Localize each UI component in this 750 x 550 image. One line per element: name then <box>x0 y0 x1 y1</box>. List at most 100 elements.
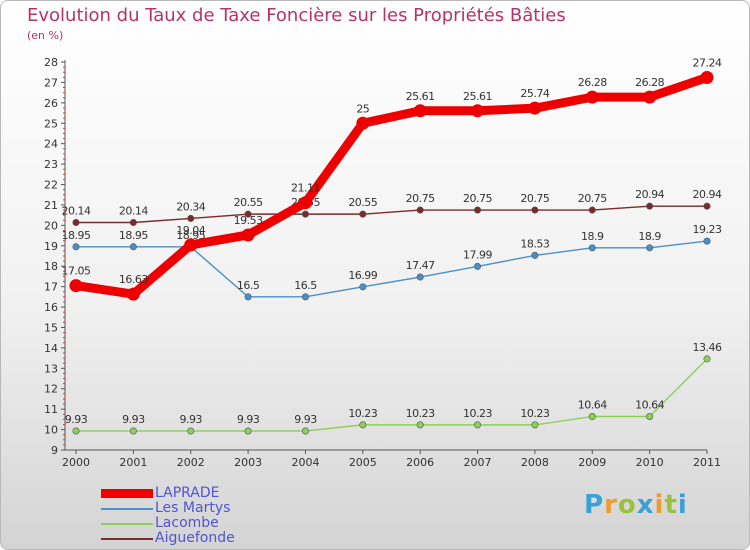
y-tick-label: 25 <box>44 117 58 130</box>
data-point-laprade <box>184 238 198 252</box>
y-tick-label: 22 <box>44 179 58 192</box>
legend-label-les-martys: Les Martys <box>155 500 231 516</box>
data-label-les-martys: 17.99 <box>463 248 492 261</box>
y-tick-label: 17 <box>44 281 58 294</box>
series-line-lacombe <box>75 358 708 432</box>
data-point-aiguefonde <box>588 206 596 214</box>
y-tick-label: 14 <box>44 342 58 355</box>
data-point-aiguefonde <box>531 206 539 214</box>
series-line-aiguefonde <box>75 205 708 224</box>
data-label-laprade: 26.28 <box>578 76 607 89</box>
data-label-aiguefonde: 20.75 <box>406 192 435 205</box>
data-label-lacombe: 13.46 <box>693 341 722 354</box>
data-label-aiguefonde: 20.75 <box>520 192 549 205</box>
data-point-les-martys <box>416 273 424 281</box>
data-point-les-martys <box>72 243 80 251</box>
data-point-les-martys <box>646 244 654 252</box>
y-tick-label: 24 <box>44 138 58 151</box>
series-line-les-martys <box>75 240 708 298</box>
y-tick-label: 27 <box>44 76 58 89</box>
data-point-lacombe <box>359 421 367 429</box>
data-label-aiguefonde: 20.14 <box>62 205 91 218</box>
data-label-laprade: 17.05 <box>62 265 91 278</box>
data-label-les-martys: 16.99 <box>348 269 377 282</box>
data-label-aiguefonde: 20.94 <box>635 188 664 201</box>
data-point-laprade <box>413 104 427 118</box>
data-label-lacombe: 10.23 <box>348 407 377 420</box>
data-point-les-martys <box>301 293 309 301</box>
x-tick-label: 2011 <box>693 456 721 469</box>
data-label-lacombe: 10.23 <box>463 407 492 420</box>
data-label-laprade: 25.61 <box>406 90 435 103</box>
data-label-aiguefonde: 20.55 <box>348 196 377 209</box>
x-tick-label: 2008 <box>521 456 549 469</box>
data-point-laprade <box>241 228 255 242</box>
x-tick-label: 2004 <box>291 456 319 469</box>
data-label-les-martys: 18.53 <box>520 237 549 250</box>
data-label-aiguefonde: 20.75 <box>463 192 492 205</box>
legend-swatch-aiguefonde <box>101 538 153 540</box>
data-point-aiguefonde <box>359 210 367 218</box>
data-point-aiguefonde <box>129 219 137 227</box>
y-tick-label: 19 <box>44 240 58 253</box>
data-point-laprade <box>126 287 140 301</box>
data-point-aiguefonde <box>301 210 309 218</box>
data-point-lacombe <box>301 427 309 435</box>
x-tick-label: 2005 <box>349 456 377 469</box>
y-tick-label: 18 <box>44 260 58 273</box>
legend-label-laprade: LAPRADE <box>155 485 220 501</box>
data-point-laprade <box>528 101 542 115</box>
legend-swatch-les-martys <box>101 508 153 510</box>
data-point-les-martys <box>531 251 539 259</box>
data-label-les-martys: 18.9 <box>581 230 604 243</box>
data-label-laprade: 26.28 <box>635 76 664 89</box>
data-label-lacombe: 9.93 <box>294 413 317 426</box>
data-point-lacombe <box>416 421 424 429</box>
x-tick-label: 2000 <box>62 456 90 469</box>
data-point-lacombe <box>646 413 654 421</box>
chart-title: Evolution du Taux de Taxe Foncière sur l… <box>27 5 566 26</box>
x-tick-label: 2009 <box>578 456 606 469</box>
data-point-aiguefonde <box>703 202 711 210</box>
data-point-les-martys <box>129 243 137 251</box>
data-point-aiguefonde <box>474 206 482 214</box>
y-tick-label: 12 <box>44 383 58 396</box>
data-point-laprade <box>356 116 370 130</box>
data-point-les-martys <box>359 283 367 291</box>
data-point-lacombe <box>703 355 711 363</box>
data-label-les-martys: 18.95 <box>62 229 91 242</box>
y-tick-label: 20 <box>44 219 58 232</box>
data-point-laprade <box>700 71 714 85</box>
data-label-aiguefonde: 20.55 <box>234 196 263 209</box>
data-label-les-martys: 17.47 <box>406 259 435 272</box>
data-point-aiguefonde <box>187 214 195 222</box>
data-label-les-martys: 16.5 <box>294 279 317 292</box>
legend-swatch-laprade <box>101 489 153 498</box>
data-point-les-martys <box>244 293 252 301</box>
data-label-laprade: 25.74 <box>520 87 549 100</box>
y-tick-label: 21 <box>44 199 58 212</box>
data-point-lacombe <box>72 427 80 435</box>
data-label-lacombe: 10.23 <box>406 407 435 420</box>
data-label-lacombe: 10.23 <box>520 407 549 420</box>
data-point-aiguefonde <box>646 202 654 210</box>
y-tick-label: 26 <box>44 97 58 110</box>
data-point-les-martys <box>474 262 482 270</box>
y-tick-label: 10 <box>44 424 58 437</box>
x-tick-label: 2001 <box>119 456 147 469</box>
data-label-aiguefonde: 20.94 <box>693 188 722 201</box>
y-tick-label: 15 <box>44 321 58 334</box>
data-point-lacombe <box>244 427 252 435</box>
y-tick-label: 13 <box>44 362 58 375</box>
data-label-lacombe: 9.93 <box>179 413 202 426</box>
data-label-les-martys: 18.95 <box>176 229 205 242</box>
data-label-les-martys: 18.9 <box>638 230 661 243</box>
data-point-les-martys <box>703 237 711 245</box>
legend-label-aiguefonde: Aiguefonde <box>155 530 235 546</box>
y-tick-label: 16 <box>44 301 58 314</box>
x-tick-label: 2007 <box>464 456 492 469</box>
x-tick-label: 2002 <box>177 456 205 469</box>
data-label-laprade: 21.11 <box>291 182 320 195</box>
data-label-les-martys: 16.5 <box>237 279 260 292</box>
